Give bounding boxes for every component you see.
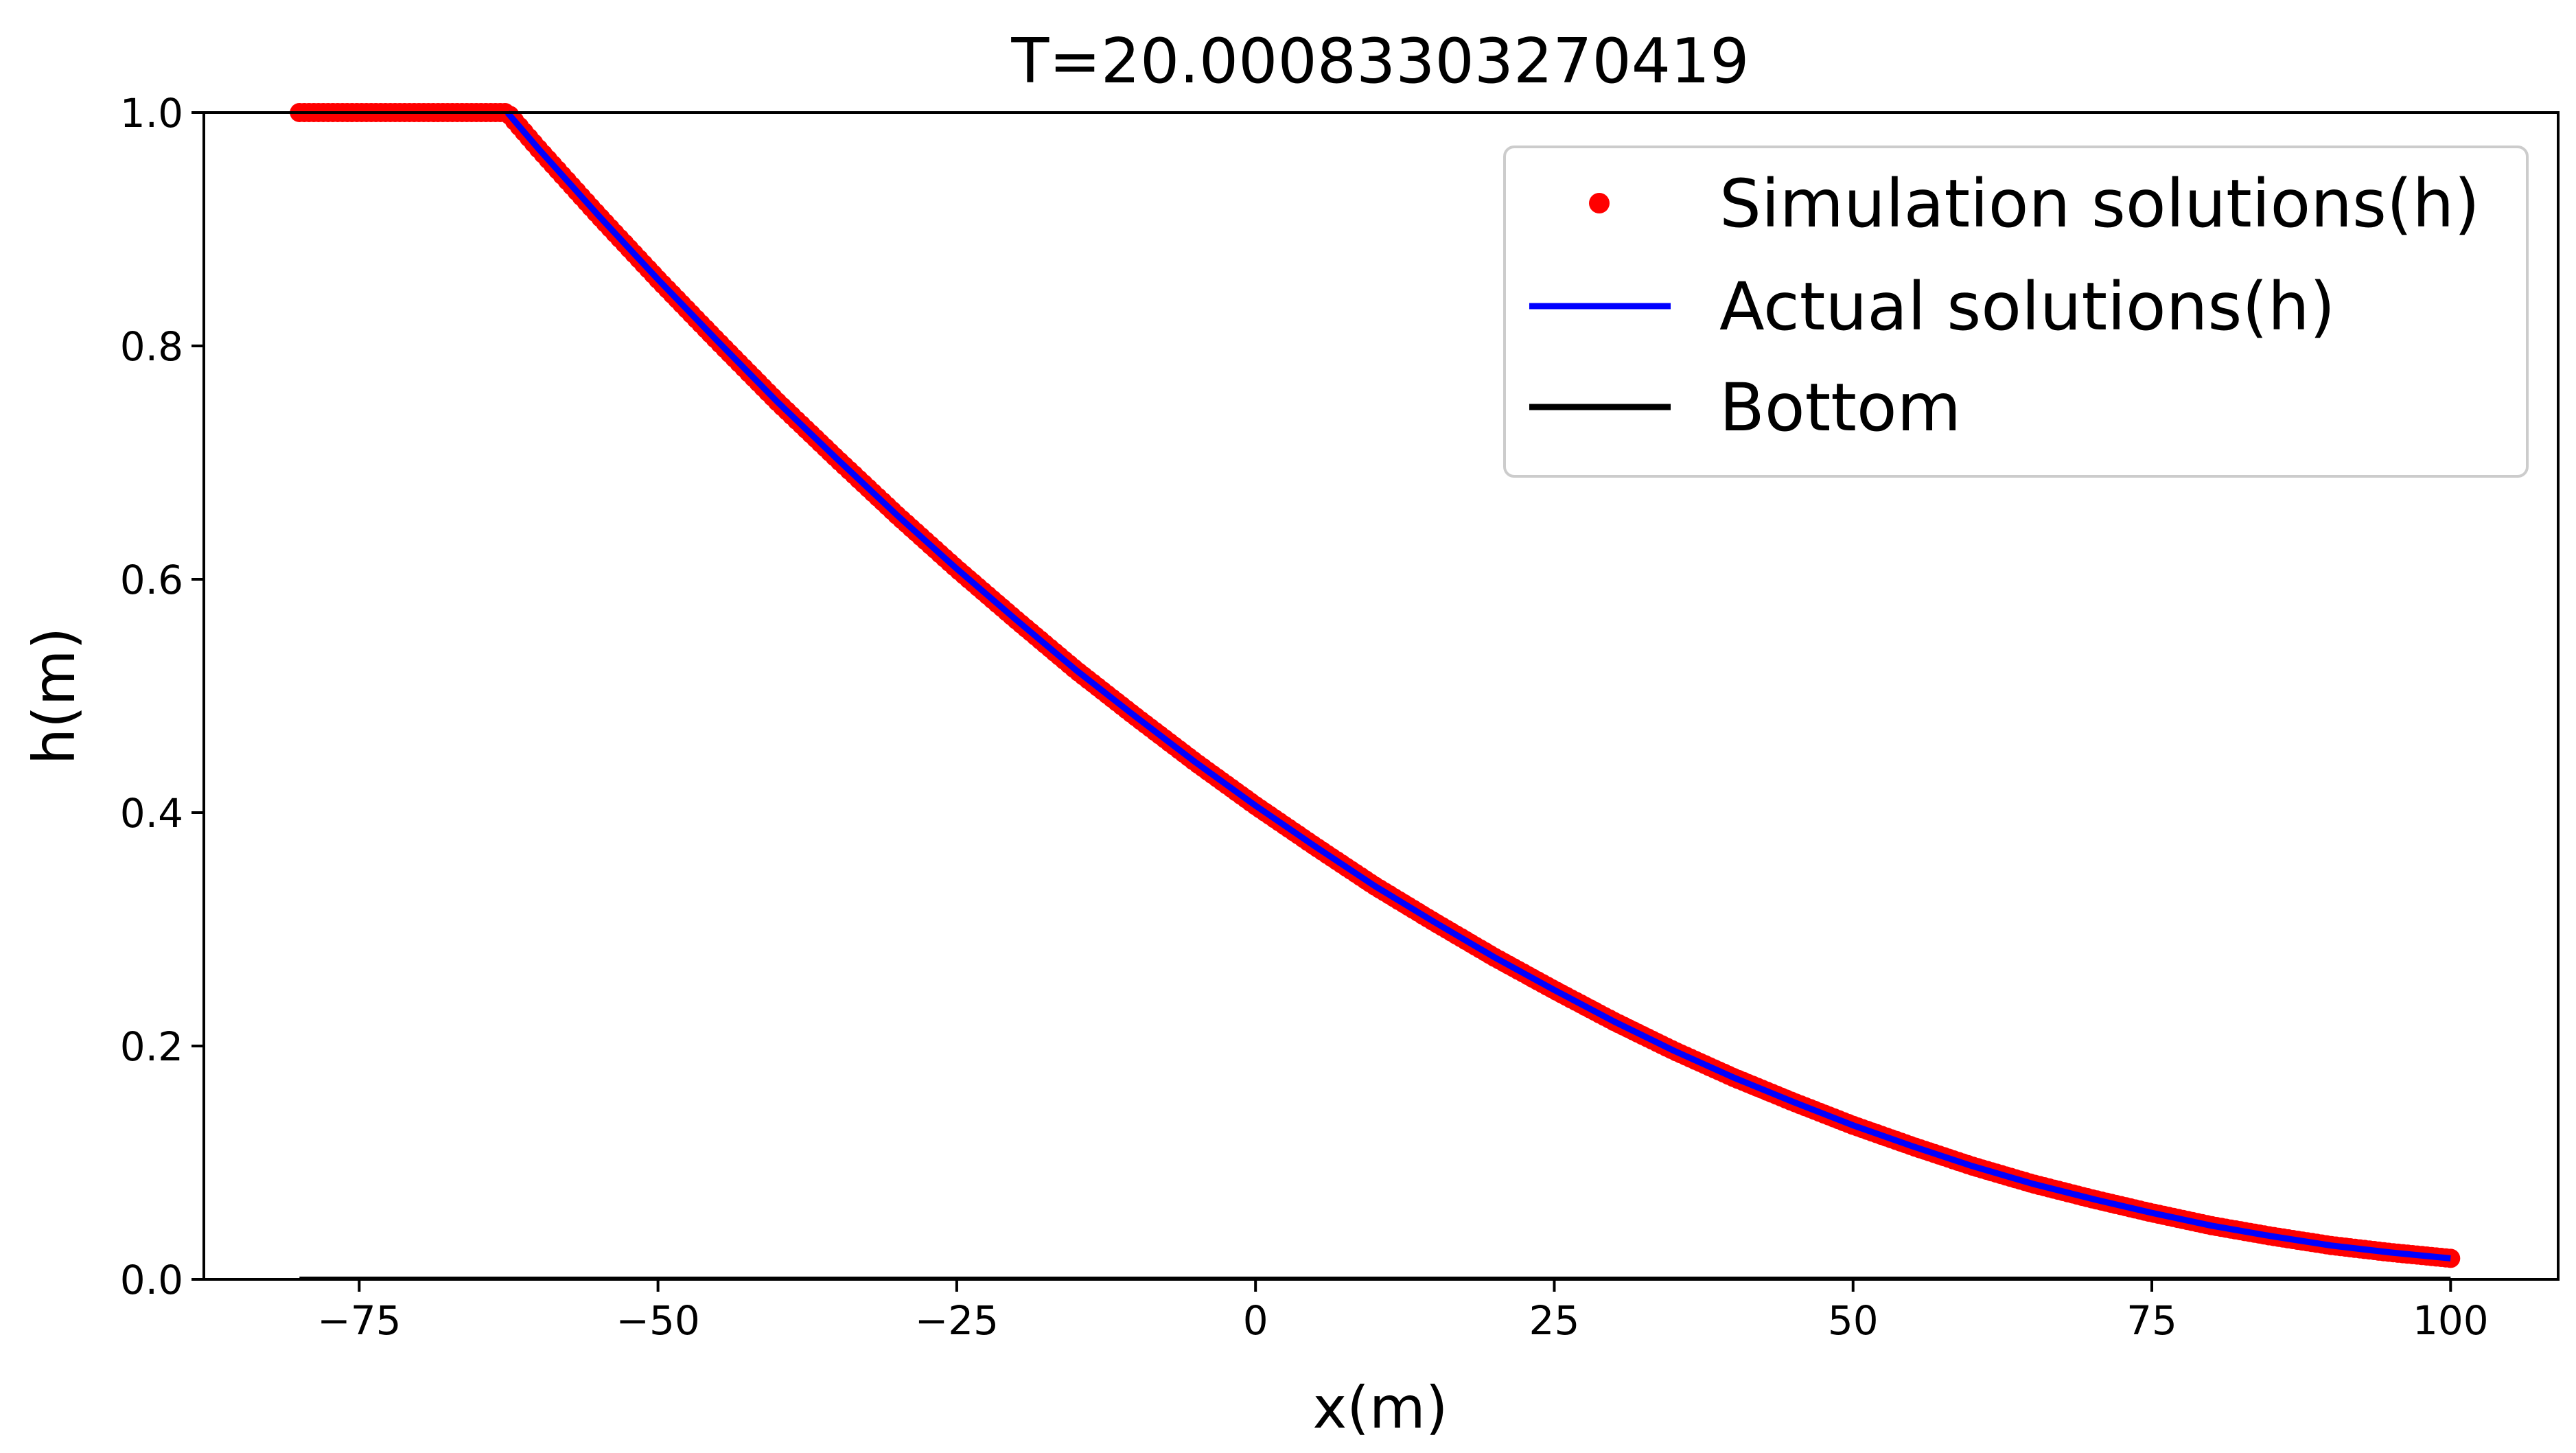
y-tick-label: 1.0 — [120, 90, 183, 137]
x-tick-label: −75 — [317, 1297, 401, 1344]
y-tick-label: 0.2 — [120, 1023, 183, 1070]
y-tick-label: 0.0 — [120, 1257, 183, 1303]
x-tick-label: −50 — [616, 1297, 699, 1344]
x-tick-label: 75 — [2126, 1297, 2177, 1344]
x-tick-label: 0 — [1243, 1297, 1268, 1344]
series-actual-line — [504, 111, 2451, 1262]
legend: Simulation solutions(h) Actual solutions… — [1503, 146, 2529, 478]
legend-box — [1503, 146, 2529, 478]
legend-simulation-marker — [1589, 193, 1610, 213]
y-tick-label: 0.8 — [120, 323, 183, 370]
legend-bottom-label: Bottom — [1719, 369, 1961, 446]
x-axis-ticks: −75 −50 −25 0 25 50 75 100 — [317, 1279, 2489, 1344]
x-tick-label: 25 — [1529, 1297, 1580, 1344]
legend-actual-label: Actual solutions(h) — [1719, 268, 2335, 345]
x-tick-label: −25 — [915, 1297, 999, 1344]
plot-area — [290, 103, 2461, 1281]
plot-frame — [202, 111, 2560, 1281]
x-tick-label: 100 — [2413, 1297, 2489, 1344]
y-axis-ticks: 0.0 0.2 0.4 0.6 0.8 1.0 — [120, 90, 204, 1303]
y-tick-label: 0.6 — [120, 557, 183, 603]
x-axis-label: x(m) — [1312, 1374, 1448, 1441]
chart-title: T=20.00083303270419 — [1010, 25, 1749, 97]
x-tick-label: 50 — [1828, 1297, 1879, 1344]
y-axis-label: h(m) — [21, 627, 88, 765]
legend-simulation-label: Simulation solutions(h) — [1719, 165, 2480, 242]
y-tick-label: 0.4 — [120, 790, 183, 837]
